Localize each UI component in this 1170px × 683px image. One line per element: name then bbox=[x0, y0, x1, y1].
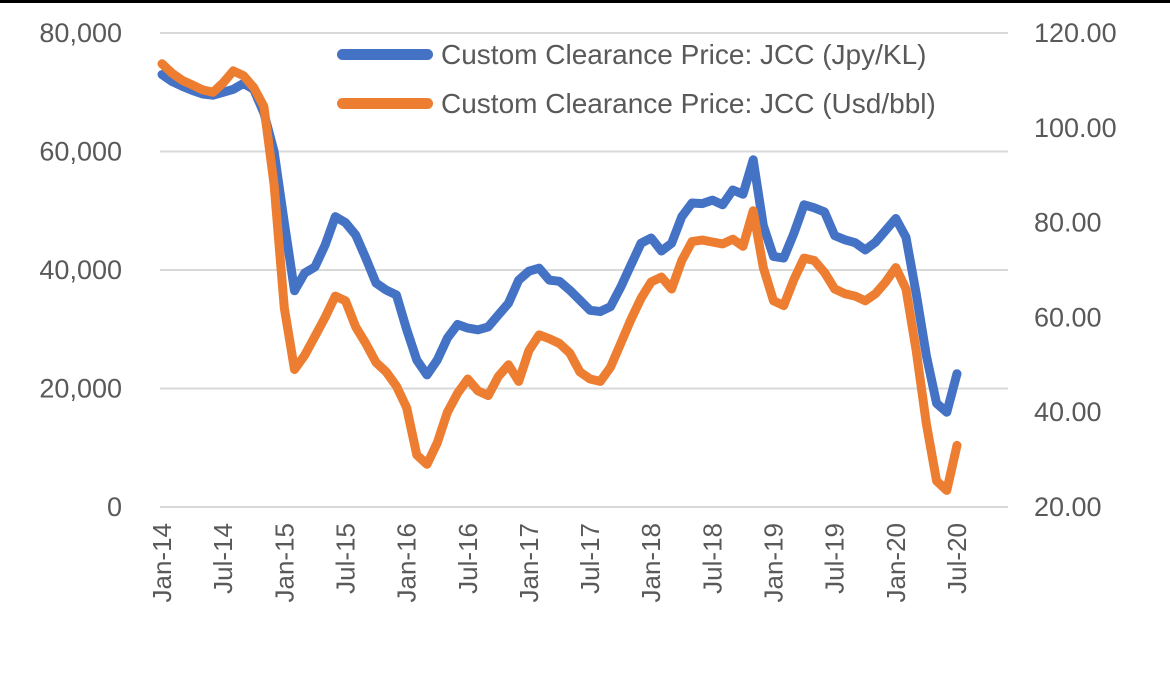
x-axis-tick-label: Jan-19 bbox=[759, 523, 789, 603]
legend-label-usd: Custom Clearance Price: JCC (Usd/bbl) bbox=[441, 87, 936, 119]
y-axis-right-tick-label: 100.00 bbox=[1034, 113, 1117, 143]
chart-legend: Custom Clearance Price: JCC (Jpy/KL) Cus… bbox=[337, 30, 936, 128]
x-axis-tick-label: Jul-16 bbox=[453, 523, 483, 594]
y-axis-right-tick-label: 120.00 bbox=[1034, 18, 1117, 48]
series-line-jcc-usd bbox=[157, 59, 962, 495]
x-axis-tick-label: Jul-18 bbox=[697, 523, 727, 594]
x-axis-tick-label: Jul-20 bbox=[942, 523, 972, 594]
y-axis-right-tick-label: 60.00 bbox=[1034, 302, 1102, 332]
series-line-jcc-jpy bbox=[157, 70, 962, 417]
legend-swatch-jpy-line bbox=[337, 49, 433, 60]
y-axis-right-tick-label: 80.00 bbox=[1034, 208, 1102, 238]
y-axis-left-tick-label: 20,000 bbox=[39, 374, 122, 404]
x-axis-tick-label: Jan-18 bbox=[636, 523, 666, 603]
x-axis-tick-label: Jan-20 bbox=[881, 523, 911, 603]
y-axis-right-tick-label: 40.00 bbox=[1034, 397, 1102, 427]
legend-swatch-usd-line bbox=[337, 98, 433, 109]
legend-item-jpy: Custom Clearance Price: JCC (Jpy/KL) bbox=[337, 30, 936, 79]
legend-label-jpy: Custom Clearance Price: JCC (Jpy/KL) bbox=[441, 38, 927, 70]
y-axis-left-tick-label: 40,000 bbox=[39, 255, 122, 285]
x-axis-tick-label: Jan-17 bbox=[514, 523, 544, 603]
x-axis-tick-label: Jul-17 bbox=[575, 523, 605, 594]
y-axis-left-tick-label: 60,000 bbox=[39, 137, 122, 167]
legend-item-usd: Custom Clearance Price: JCC (Usd/bbl) bbox=[337, 79, 936, 128]
x-axis-tick-label: Jan-14 bbox=[147, 523, 177, 603]
y-axis-left-tick-label: 0 bbox=[107, 492, 122, 522]
y-axis-right-tick-label: 20.00 bbox=[1034, 492, 1102, 522]
y-axis-left-tick-label: 80,000 bbox=[39, 18, 122, 48]
x-axis-tick-label: Jul-19 bbox=[820, 523, 850, 594]
x-axis-tick-label: Jan-15 bbox=[269, 523, 299, 603]
x-axis-tick-label: Jul-15 bbox=[331, 523, 361, 594]
x-axis-tick-label: Jul-14 bbox=[208, 523, 238, 594]
top-border-line bbox=[0, 0, 1170, 3]
x-axis-tick-label: Jan-16 bbox=[392, 523, 422, 603]
